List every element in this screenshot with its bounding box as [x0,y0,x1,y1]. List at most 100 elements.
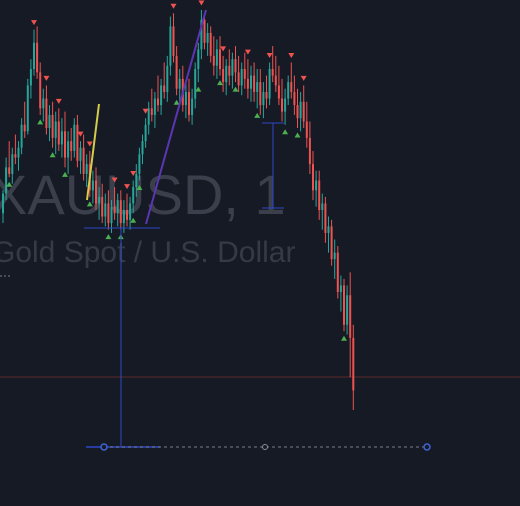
candle-body[interactable] [80,148,82,161]
candle-body[interactable] [287,82,289,98]
candle-body[interactable] [95,180,97,203]
candle-body[interactable] [142,141,144,154]
candle-body[interactable] [114,207,116,214]
candle-body[interactable] [64,131,66,157]
candle-body[interactable] [98,197,100,204]
candle-body[interactable] [210,33,212,56]
candle-body[interactable] [337,253,339,292]
candle-body[interactable] [151,108,153,115]
candle-body[interactable] [83,148,85,174]
candle-body[interactable] [18,148,20,158]
candle-body[interactable] [21,125,23,148]
candle-body[interactable] [309,138,311,164]
candle-body[interactable] [55,121,57,137]
candle-body[interactable] [222,69,224,82]
candle-body[interactable] [120,200,122,223]
candle-body[interactable] [176,56,178,89]
candle-body[interactable] [328,226,330,233]
candle-body[interactable] [284,99,286,112]
candle-body[interactable] [191,99,193,115]
candle-body[interactable] [346,295,348,325]
candle-body[interactable] [45,99,47,129]
candle-body[interactable] [349,295,351,338]
candle-body[interactable] [303,102,305,122]
candle-body[interactable] [58,121,60,144]
candle-body[interactable] [145,125,147,141]
candle-body[interactable] [49,115,51,128]
candle-body[interactable] [104,203,106,216]
candle-body[interactable] [2,194,4,214]
candle-body[interactable] [238,72,240,85]
candle-body[interactable] [166,66,168,92]
candle-body[interactable] [148,108,150,124]
candle-body[interactable] [272,69,274,76]
candle-body[interactable] [256,82,258,92]
candle-body[interactable] [14,154,16,157]
candle-body[interactable] [275,76,277,86]
candle-body[interactable] [324,203,326,233]
candle-body[interactable] [188,92,190,115]
candle-body[interactable] [138,154,140,174]
candle-body[interactable] [352,338,354,390]
drag-handle-right[interactable] [424,444,430,450]
candle-body[interactable] [42,99,44,109]
candle-body[interactable] [278,85,280,98]
candle-body[interactable] [290,82,292,92]
candle-body[interactable] [247,79,249,89]
candle-body[interactable] [52,115,54,138]
selected-drawing[interactable] [86,444,430,450]
candle-body[interactable] [231,59,233,75]
candle-body[interactable] [117,200,119,213]
candle-body[interactable] [179,79,181,89]
candle-body[interactable] [266,92,268,99]
candle-body[interactable] [312,164,314,190]
candle-body[interactable] [318,180,320,210]
candle-body[interactable] [135,174,137,187]
candle-body[interactable] [107,203,109,223]
candle-body[interactable] [253,76,255,92]
candle-body[interactable] [334,253,336,260]
drag-handle-middle[interactable] [263,445,268,450]
candle-body[interactable] [27,85,29,131]
candle-body[interactable] [92,180,94,190]
candle-body[interactable] [281,99,283,112]
candle-body[interactable] [169,26,171,65]
candle-body[interactable] [8,167,10,174]
candle-body[interactable] [241,69,243,85]
candle-body[interactable] [33,43,35,69]
candle-body[interactable] [30,69,32,85]
candle-body[interactable] [244,69,246,79]
candle-body[interactable] [293,92,295,105]
candle-body[interactable] [213,56,215,66]
candle-body[interactable] [39,72,41,108]
candle-body[interactable] [132,187,134,203]
candle-body[interactable] [154,99,156,115]
candle-body[interactable] [297,105,299,118]
candle-body[interactable] [306,121,308,137]
candle-body[interactable] [207,33,209,43]
candle-body[interactable] [225,66,227,82]
candle-body[interactable] [73,125,75,151]
candle-body[interactable] [340,285,342,292]
candle-body[interactable] [300,102,302,118]
candle-body[interactable] [5,167,7,193]
candle-body[interactable] [321,203,323,210]
candle-body[interactable] [36,43,38,73]
candle-body[interactable] [250,76,252,89]
candle-body[interactable] [160,85,162,105]
candle-body[interactable] [67,141,69,157]
candle-body[interactable] [235,59,237,72]
candle-body[interactable] [70,141,72,151]
candle-body[interactable] [76,125,78,161]
candle-body[interactable] [61,131,63,144]
drag-handle-left[interactable] [101,444,107,450]
candle-body[interactable] [173,26,175,56]
candle-body[interactable] [194,69,196,99]
candle-body[interactable] [259,82,261,105]
candle-body[interactable] [101,197,103,217]
candle-body[interactable] [86,164,88,174]
candle-body[interactable] [129,203,131,219]
candle-body[interactable] [331,226,333,259]
candle-body[interactable] [197,49,199,69]
